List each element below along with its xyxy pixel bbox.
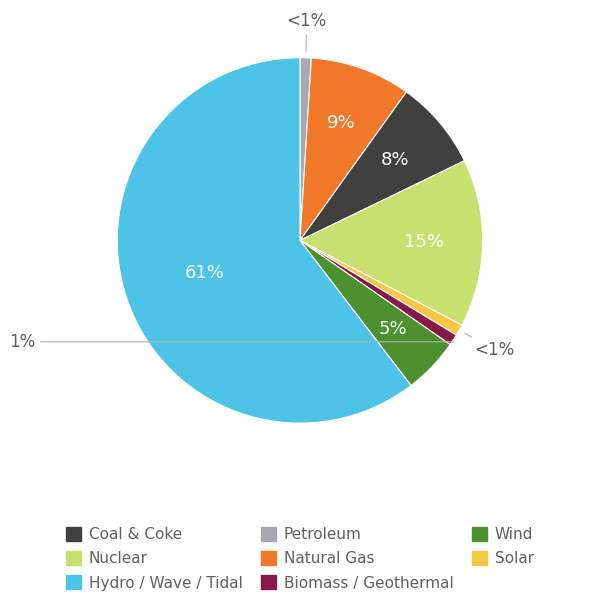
Wedge shape	[300, 58, 406, 240]
Legend: Coal & Coke, Nuclear, Hydro / Wave / Tidal, Petroleum, Natural Gas, Biomass / Ge: Coal & Coke, Nuclear, Hydro / Wave / Tid…	[58, 519, 542, 598]
Wedge shape	[300, 58, 311, 240]
Text: <1%: <1%	[287, 11, 327, 51]
Text: <1%: <1%	[465, 334, 515, 359]
Wedge shape	[300, 160, 483, 325]
Wedge shape	[300, 92, 464, 240]
Text: 61%: 61%	[185, 264, 225, 282]
Text: 8%: 8%	[381, 151, 409, 169]
Text: 5%: 5%	[378, 320, 407, 338]
Text: 1%: 1%	[9, 333, 454, 351]
Text: 9%: 9%	[328, 114, 356, 132]
Wedge shape	[300, 240, 462, 335]
Wedge shape	[300, 240, 456, 344]
Wedge shape	[117, 58, 411, 423]
Text: 15%: 15%	[404, 233, 444, 251]
Wedge shape	[300, 240, 450, 385]
